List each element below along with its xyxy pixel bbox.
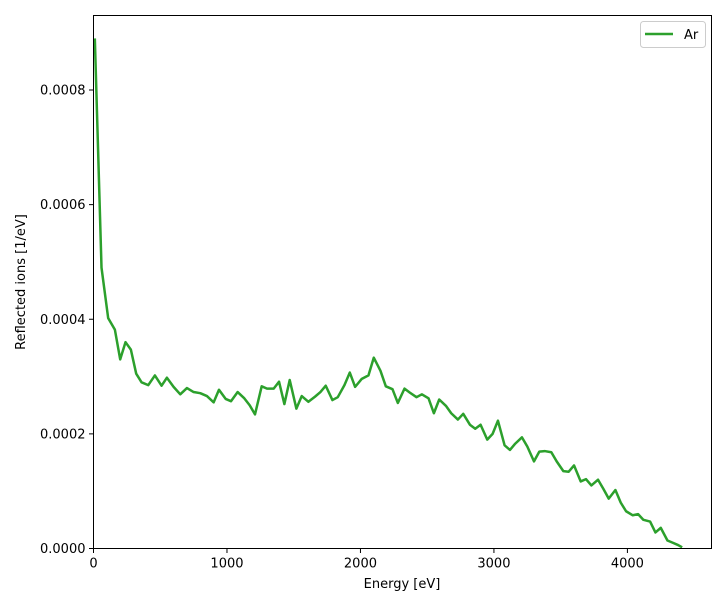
y-tick-label: 0.0004 xyxy=(40,313,86,328)
x-tick-label: 4000 xyxy=(611,557,644,572)
y-tick-label: 0.0000 xyxy=(40,542,86,557)
y-tick-label: 0.0006 xyxy=(40,198,86,213)
legend-label-ar: Ar xyxy=(684,28,699,43)
y-tick-label: 0.0002 xyxy=(40,427,86,442)
x-axis-label: Energy [eV] xyxy=(364,577,441,592)
y-axis-label: Reflected ions [1/eV] xyxy=(14,214,29,350)
x-tick-label: 0 xyxy=(89,557,97,572)
legend: Ar xyxy=(640,21,706,48)
x-tick-label: 1000 xyxy=(210,557,243,572)
y-tick-label: 0.0008 xyxy=(40,84,86,99)
y-axis-ticks: 0.0000 0.0002 0.0004 0.0006 0.0008 xyxy=(40,84,94,557)
x-tick-label: 3000 xyxy=(477,557,510,572)
axes-frame xyxy=(93,15,712,549)
x-axis-ticks: 0 1000 2000 3000 4000 xyxy=(89,548,644,572)
plot-area xyxy=(93,38,683,549)
series-line-ar xyxy=(93,38,683,549)
x-tick-label: 2000 xyxy=(344,557,377,572)
